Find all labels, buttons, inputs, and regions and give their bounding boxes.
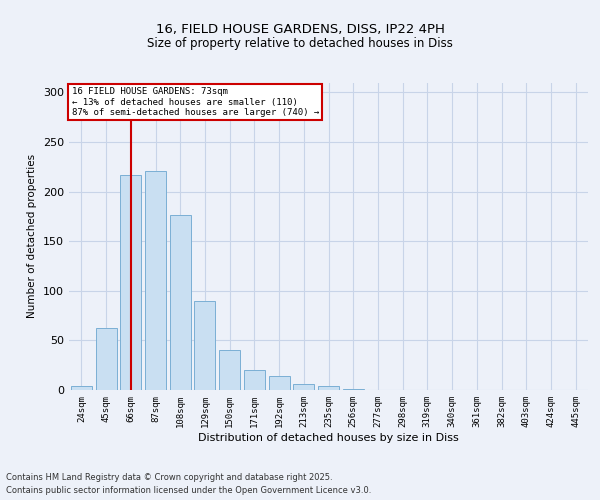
Text: Contains HM Land Registry data © Crown copyright and database right 2025.: Contains HM Land Registry data © Crown c… <box>6 474 332 482</box>
Bar <box>269 376 290 390</box>
Bar <box>343 389 364 390</box>
Text: 16 FIELD HOUSE GARDENS: 73sqm
← 13% of detached houses are smaller (110)
87% of : 16 FIELD HOUSE GARDENS: 73sqm ← 13% of d… <box>71 87 319 117</box>
Text: Contains public sector information licensed under the Open Government Licence v3: Contains public sector information licen… <box>6 486 371 495</box>
X-axis label: Distribution of detached houses by size in Diss: Distribution of detached houses by size … <box>198 432 459 442</box>
Text: 16, FIELD HOUSE GARDENS, DISS, IP22 4PH: 16, FIELD HOUSE GARDENS, DISS, IP22 4PH <box>155 22 445 36</box>
Bar <box>71 386 92 390</box>
Bar <box>194 300 215 390</box>
Bar <box>95 328 116 390</box>
Bar <box>293 384 314 390</box>
Bar <box>244 370 265 390</box>
Bar <box>170 216 191 390</box>
Y-axis label: Number of detached properties: Number of detached properties <box>28 154 37 318</box>
Bar <box>219 350 240 390</box>
Bar <box>120 175 141 390</box>
Text: Size of property relative to detached houses in Diss: Size of property relative to detached ho… <box>147 38 453 51</box>
Bar <box>145 171 166 390</box>
Bar <box>318 386 339 390</box>
